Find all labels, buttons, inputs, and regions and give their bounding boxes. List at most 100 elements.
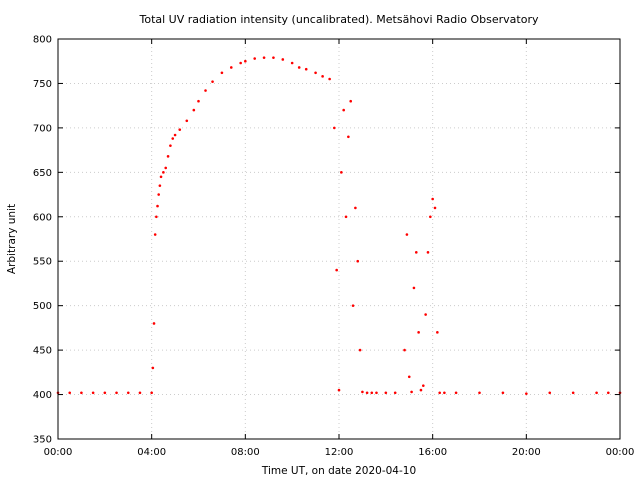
- axis-ticks: 00:00 04:00 08:00 12:00 16:00 20:00 00:0035040…: [33, 35, 635, 459]
- y-tick-label: 700: [33, 123, 52, 134]
- data-point: [157, 193, 160, 196]
- data-point: [436, 331, 439, 334]
- y-tick-label: 650: [33, 168, 52, 179]
- data-point: [333, 126, 336, 130]
- data-point: [595, 391, 598, 395]
- data-point: [370, 391, 374, 395]
- data-point: [220, 71, 224, 75]
- x-axis-label: Time UT, on date 2020-04-10: [261, 465, 416, 477]
- y-tick-label: 600: [33, 212, 52, 223]
- data-point: [422, 384, 425, 387]
- data-point: [151, 366, 155, 370]
- data-point: [438, 391, 441, 395]
- data-point: [297, 66, 301, 69]
- data-point: [342, 108, 345, 112]
- data-point: [150, 391, 153, 395]
- data-point: [126, 391, 130, 395]
- data-point: [340, 171, 343, 174]
- x-tick-label: 00:00: [606, 447, 635, 458]
- data-point: [403, 348, 406, 352]
- data-point: [349, 99, 353, 103]
- data-point: [155, 215, 158, 219]
- data-point: [606, 391, 610, 395]
- data-point: [166, 155, 170, 158]
- data-point: [393, 391, 397, 395]
- data-point: [356, 259, 360, 263]
- y-tick-label: 750: [33, 79, 52, 90]
- data-point: [158, 184, 162, 187]
- data-point: [80, 391, 83, 395]
- data-point: [185, 119, 189, 123]
- data-point: [281, 58, 285, 61]
- data-point: [211, 80, 214, 83]
- data-point: [173, 133, 177, 137]
- data-point: [365, 391, 369, 395]
- data-point: [384, 391, 388, 395]
- y-tick-label: 800: [33, 35, 52, 46]
- x-tick-label: 04:00: [137, 447, 166, 458]
- data-point: [91, 391, 95, 395]
- data-point: [164, 166, 168, 170]
- data-point: [68, 391, 72, 395]
- data-point: [417, 331, 420, 334]
- x-tick-label: 12:00: [325, 447, 354, 458]
- data-point: [351, 304, 355, 307]
- data-point: [429, 215, 432, 219]
- data-point: [321, 75, 324, 78]
- data-point: [253, 57, 256, 60]
- y-axis-label: Arbitrary unit: [6, 204, 18, 274]
- data-point: [443, 391, 446, 395]
- data-point: [433, 206, 437, 210]
- data-point: [361, 390, 364, 394]
- data-point: [171, 137, 175, 140]
- x-tick-label: 00:00: [44, 447, 73, 458]
- data-point: [358, 348, 362, 352]
- data-point: [178, 128, 182, 131]
- x-tick-label: 16:00: [418, 447, 447, 458]
- data-point: [344, 215, 348, 219]
- data-point: [244, 59, 247, 63]
- data-point: [138, 391, 142, 395]
- data-point: [304, 67, 308, 71]
- y-tick-label: 550: [33, 257, 52, 268]
- data-point: [169, 144, 172, 147]
- x-tick-label: 20:00: [512, 447, 541, 458]
- x-tick-label: 08:00: [231, 447, 260, 458]
- data-points: [56, 56, 622, 395]
- data-point: [115, 391, 118, 395]
- data-point: [426, 251, 430, 254]
- data-point: [328, 77, 331, 81]
- data-point: [156, 204, 159, 208]
- data-point: [354, 206, 357, 210]
- data-point: [239, 61, 242, 65]
- data-point: [272, 56, 275, 59]
- data-point: [197, 99, 200, 103]
- data-point: [262, 56, 266, 59]
- data-point: [424, 313, 427, 316]
- data-point: [153, 233, 157, 236]
- data-point: [571, 391, 575, 395]
- data-point: [525, 392, 528, 395]
- data-point: [152, 322, 156, 325]
- data-point: [337, 388, 341, 392]
- y-tick-label: 350: [33, 435, 52, 446]
- y-tick-label: 400: [33, 390, 52, 401]
- y-tick-label: 450: [33, 346, 52, 357]
- data-point: [335, 268, 338, 272]
- data-point: [192, 108, 196, 112]
- data-point: [548, 391, 552, 395]
- data-point: [414, 251, 418, 254]
- data-point: [410, 390, 413, 394]
- data-point: [431, 197, 434, 201]
- data-point: [419, 388, 423, 392]
- y-tick-label: 500: [33, 301, 52, 312]
- data-point: [347, 135, 350, 139]
- data-point: [204, 89, 207, 92]
- data-point: [407, 375, 411, 379]
- data-point: [290, 61, 294, 65]
- data-point: [501, 391, 505, 395]
- data-point: [103, 391, 107, 395]
- data-point: [478, 391, 481, 395]
- data-point: [405, 233, 409, 236]
